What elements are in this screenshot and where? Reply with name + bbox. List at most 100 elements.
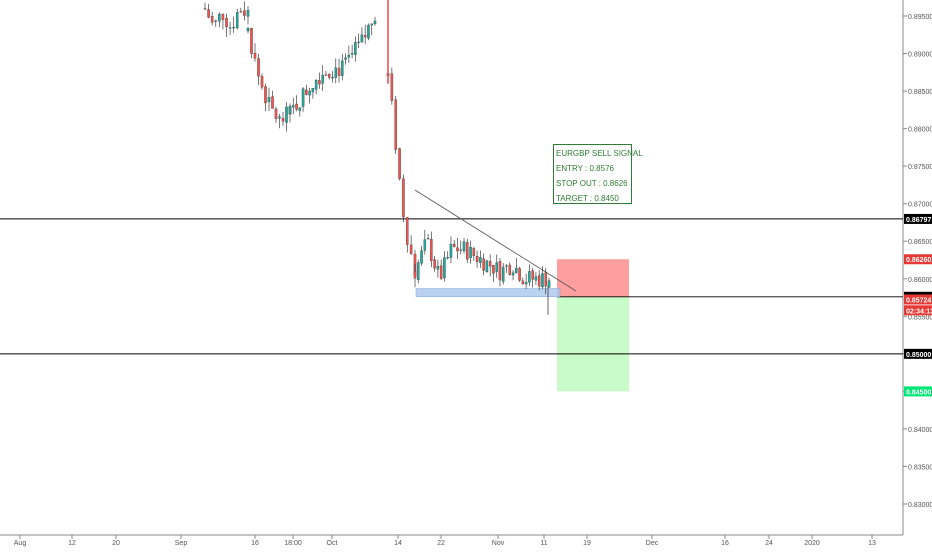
candle-body (541, 273, 544, 288)
time-tick-label: 11 (540, 540, 547, 547)
time-tick-label: Nov (492, 540, 505, 547)
candle-body (337, 67, 341, 76)
candle-body (439, 265, 443, 279)
candle-body (531, 270, 534, 280)
candle-body (537, 275, 541, 287)
candle-body (394, 99, 397, 150)
signal-stop: STOP OUT : 0.8626 (556, 179, 628, 188)
descending-trendline (414, 189, 577, 292)
candle-body (459, 249, 463, 251)
candle-body (534, 276, 538, 281)
candle-body (430, 239, 433, 262)
candle-body (544, 272, 547, 287)
price-tick-label: 0.84000 (908, 427, 932, 434)
time-tick-label: Sep (175, 540, 188, 547)
candle-body (443, 257, 446, 279)
candle-body (347, 54, 351, 58)
candle-body (498, 261, 502, 281)
time-tick-label: 12 (68, 540, 76, 547)
time-tick-label: 24 (765, 540, 773, 547)
price-tick-label: 0.88500 (908, 89, 932, 96)
candle-body (390, 73, 394, 101)
price-tick-label: 0.88000 (908, 127, 932, 134)
candle-body (285, 106, 288, 123)
candle-body (281, 117, 285, 122)
candle-body (360, 34, 364, 43)
candle-body (370, 23, 373, 26)
candle-body (264, 86, 267, 104)
time-tick-label: 16 (251, 540, 259, 547)
price-tick-label: 0.86000 (908, 277, 932, 284)
price-tick-label: 0.89000 (908, 52, 932, 59)
price-label-box (904, 386, 932, 397)
candle-body (331, 77, 334, 79)
candle-body (426, 238, 430, 240)
candle-body (417, 262, 420, 280)
candle-body (260, 76, 264, 88)
candle-body (225, 18, 228, 28)
candle-body (446, 257, 449, 259)
candle-body (207, 9, 210, 18)
sell-signal-annotation: EURGBP SELL SIGNAL ENTRY : 0.8576 STOP O… (553, 144, 643, 204)
price-label-text: 0.85000 (906, 352, 931, 359)
candle-body (436, 266, 440, 270)
candle-body (485, 260, 489, 273)
candle-body (433, 259, 436, 269)
candle-body (221, 13, 225, 20)
candle-body (508, 264, 512, 275)
candle-body (267, 97, 271, 103)
price-tick-label: 0.89500 (908, 14, 932, 21)
candle-body (420, 250, 423, 264)
candle-body (469, 246, 472, 259)
candle-body (341, 60, 344, 76)
candle-body (521, 280, 525, 284)
time-tick-label: 2020 (804, 540, 820, 547)
candle-body (334, 67, 338, 78)
candle-body (413, 271, 417, 279)
candle-body (218, 13, 221, 22)
candle-body (295, 103, 298, 110)
candle-body (243, 10, 246, 16)
price-tick-label: 0.87000 (908, 202, 932, 209)
time-tick-label: Oct (327, 540, 338, 547)
signal-title: EURGBP SELL SIGNAL (556, 149, 643, 158)
candle-body (528, 271, 531, 283)
candle-body (354, 42, 357, 55)
candle-body (350, 53, 354, 55)
price-tick-label: 0.85500 (908, 314, 932, 321)
candle-body (239, 11, 243, 13)
candle-body (456, 247, 459, 252)
candle-body (292, 104, 295, 108)
candle-body (475, 256, 479, 262)
candle-body (298, 107, 302, 111)
candle-body (482, 258, 485, 271)
candle-body (492, 265, 495, 274)
signal-target: TARGET : 0.8450 (556, 194, 619, 203)
candle-body (398, 148, 401, 179)
candle-body (257, 58, 260, 77)
candle-body (235, 12, 239, 29)
support-zone (415, 288, 561, 298)
candle-body (321, 74, 324, 84)
candle-body (271, 96, 274, 109)
time-tick-label: 18:00 (284, 540, 302, 547)
candle-body (228, 27, 232, 29)
candle-body (462, 241, 466, 252)
candle-body (409, 244, 413, 254)
candle-body (210, 16, 214, 23)
candle-body (324, 74, 328, 76)
candle-body (423, 239, 427, 251)
candle-body (344, 57, 347, 60)
candle-body (495, 262, 498, 272)
price-tick-label: 0.83500 (908, 464, 932, 471)
candle-body (301, 88, 305, 107)
candle-body (363, 35, 367, 38)
candle-body (524, 282, 528, 285)
candle-body (511, 272, 515, 276)
candle-body (203, 8, 207, 10)
candles (203, 0, 551, 315)
candle-body (314, 80, 318, 90)
time-tick-label: 14 (394, 540, 402, 547)
